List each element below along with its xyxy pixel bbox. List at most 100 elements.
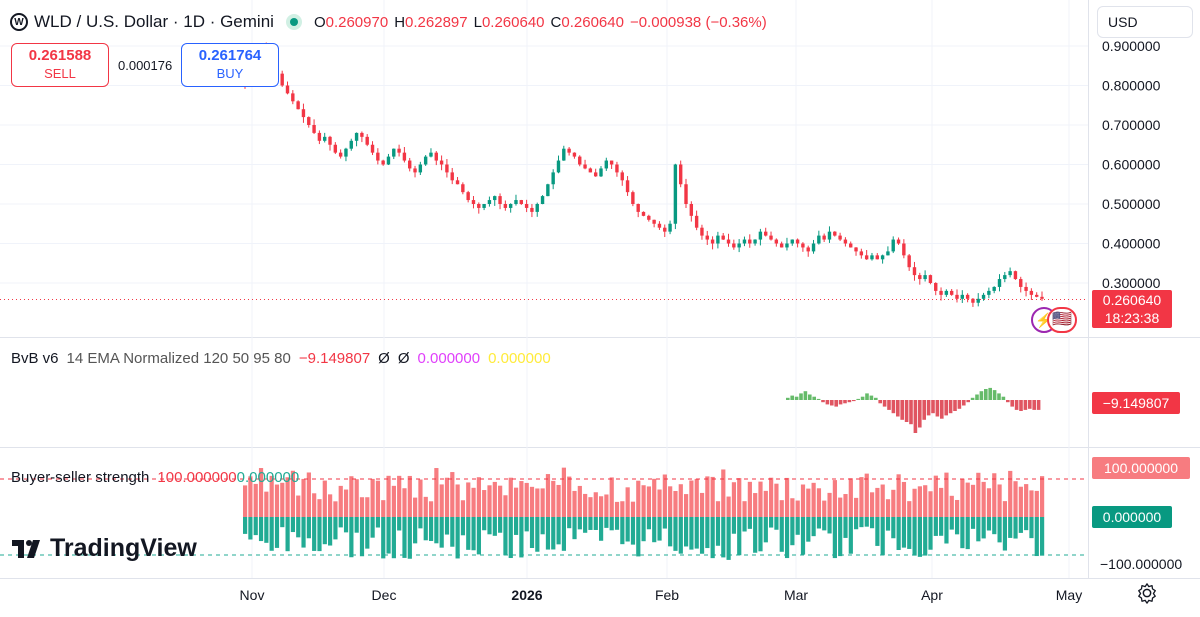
seller-strength-bar [928, 491, 933, 517]
seller-strength-bar [923, 485, 928, 517]
candle-body [615, 164, 619, 173]
seller-strength-bar [604, 494, 609, 517]
buyer-strength-bar [832, 517, 837, 559]
bvb-bar [909, 400, 913, 425]
candle-body [987, 290, 991, 295]
seller-strength-bar [949, 495, 954, 517]
candle-body [477, 204, 481, 208]
candle-body [1024, 286, 1028, 291]
buyer-strength-bar [370, 517, 375, 538]
low-value: 0.260640 [481, 13, 545, 31]
sell-button[interactable]: 0.261588 SELL [11, 43, 109, 87]
candle-body [981, 294, 986, 299]
seller-strength-bar [418, 479, 423, 517]
buyer-strength-bar [912, 517, 917, 556]
candle-body [397, 148, 401, 153]
candle-body [344, 148, 348, 157]
buyer-strength-bar [731, 517, 737, 534]
tradingview-logo[interactable]: TradingView [12, 534, 197, 563]
bss-legend[interactable]: Buyer-seller strength 100.000000 0.00000… [11, 469, 299, 486]
currency-select[interactable]: USD [1097, 6, 1193, 38]
seller-strength-bar [365, 497, 370, 517]
buyer-strength-bar [673, 517, 678, 551]
buyer-strength-bar [954, 517, 960, 535]
buyer-strength-bar [423, 517, 428, 541]
bvb-yellow-value: 0.000000 [488, 350, 551, 367]
seller-strength-bar [545, 474, 551, 517]
candle-body [328, 136, 332, 145]
bvb-bar [940, 400, 944, 419]
candle-body [997, 279, 1002, 287]
candle-body [886, 251, 890, 256]
buyer-strength-bar [402, 517, 407, 558]
buyer-strength-bar [391, 517, 396, 559]
candle-body [455, 180, 460, 185]
buyer-strength-bar [482, 517, 487, 531]
seller-strength-bar [747, 481, 752, 517]
candle-body [620, 172, 624, 181]
seller-strength-bar [614, 501, 620, 517]
buyer-strength-bar [869, 517, 875, 529]
seller-strength-bar [769, 477, 774, 517]
buyer-strength-bar [625, 517, 630, 542]
seller-strength-bar [784, 477, 790, 517]
worldcoin-icon[interactable]: W [10, 13, 28, 31]
buyer-strength-bar [301, 517, 306, 548]
candle-body [540, 196, 545, 204]
buyer-strength-bar [721, 517, 726, 558]
bvb-value: −9.149807 [298, 350, 371, 367]
candle-body [583, 164, 587, 169]
seller-strength-bar [248, 476, 253, 517]
seller-strength-bar [482, 490, 487, 517]
candle-body [748, 239, 752, 244]
candle-body [323, 136, 327, 141]
candle-body [1003, 275, 1007, 280]
bvb-bar [900, 400, 904, 420]
candle-body [354, 132, 359, 141]
candle-body [758, 231, 763, 240]
buyer-seller-histogram [243, 467, 1045, 560]
symbol-title[interactable]: WLD / U.S. Dollar · 1D · Gemini [34, 12, 274, 31]
seller-strength-bar [869, 492, 875, 517]
seller-strength-bar [976, 472, 981, 517]
buyer-strength-bar [1034, 517, 1039, 557]
buyer-strength-bar [375, 517, 381, 528]
buyer-strength-bar [684, 517, 689, 547]
bvb-legend[interactable]: BvB v6 14 EMA Normalized 120 50 95 80 −9… [11, 350, 551, 367]
buyer-strength-bar [960, 517, 965, 549]
time-tick-label: Feb [655, 587, 679, 603]
buyer-strength-bar [535, 517, 540, 552]
seller-strength-bar [503, 495, 508, 517]
buyer-strength-bar [524, 517, 529, 532]
last-price-value: 0.260640 [1102, 292, 1162, 308]
bvb-bar [869, 395, 874, 400]
buyer-strength-bar [466, 517, 471, 550]
bvb-bar [860, 396, 865, 400]
us-flag-icon[interactable]: 🇺🇸 [1047, 307, 1077, 333]
bvb-bar [957, 400, 962, 409]
bvb-bar [896, 400, 900, 417]
buyer-strength-bar [333, 517, 338, 540]
change-value: −0.000938 (−0.36%) [629, 13, 767, 31]
bvb-magenta-value: 0.000000 [417, 350, 481, 367]
bvb-bar [944, 400, 948, 416]
seller-strength-bar [742, 501, 747, 517]
buyer-strength-bar [492, 517, 497, 536]
seller-strength-bar [338, 485, 343, 517]
buyer-strength-bar [1018, 517, 1023, 533]
buyer-strength-bar [434, 517, 439, 544]
candle-body [891, 239, 895, 252]
seller-strength-bar [885, 499, 891, 517]
bvb-bar [997, 393, 1001, 400]
candle-body [402, 152, 407, 161]
candle-body [636, 204, 640, 212]
buyer-strength-bar [965, 517, 970, 550]
buyer-strength-bar [753, 517, 758, 553]
settings-gear-icon[interactable] [1136, 582, 1158, 604]
bvb-bar [865, 393, 869, 400]
candle-body [806, 247, 810, 252]
buyer-strength-bar [264, 517, 269, 543]
buy-button[interactable]: 0.261764 BUY [181, 43, 279, 87]
close-label: C [550, 13, 562, 31]
